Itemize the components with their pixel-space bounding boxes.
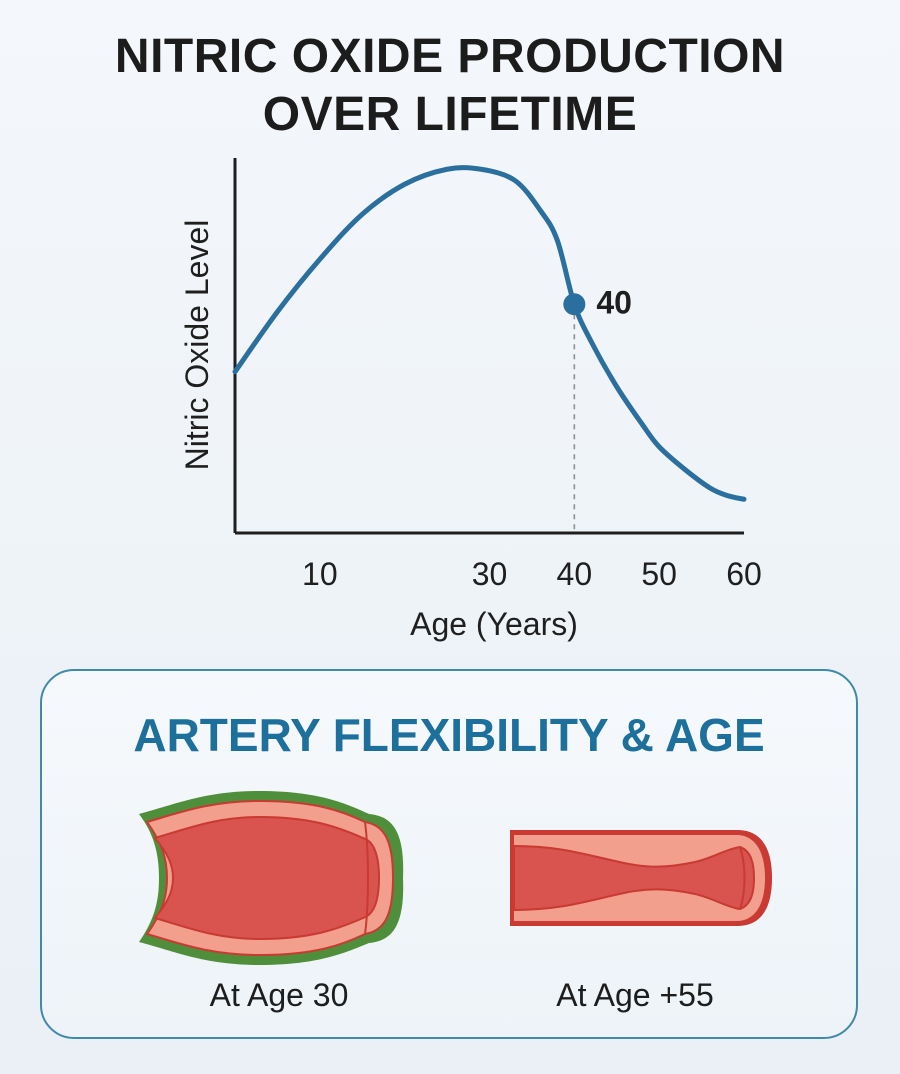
x-tick-label: 30 [472, 556, 508, 592]
artery-panel-title: ARTERY FLEXIBILITY & AGE [133, 709, 765, 761]
flexible-artery-illustration [139, 791, 404, 965]
x-tick-label: 50 [641, 556, 677, 592]
x-axis-ticks: 10 30 40 50 60 [302, 556, 762, 592]
artery-30-lumen [153, 815, 381, 941]
age-55-caption: At Age +55 [556, 977, 714, 1013]
artery-flexibility-panel: ARTERY FLEXIBILITY & AGE At Age 30 At Ag… [40, 669, 858, 1039]
chart-title-line-1: NITRIC OXIDE PRODUCTION [114, 30, 786, 83]
artery-55-opening-edge [739, 846, 746, 910]
x-tick-label: 60 [726, 556, 762, 592]
nitric-oxide-curve [232, 165, 747, 502]
artery-30-opening-edge [364, 821, 369, 935]
age-40-marker-label: 40 [596, 284, 632, 320]
x-tick-label: 10 [302, 556, 338, 592]
stiff-artery-illustration [510, 830, 772, 926]
nitric-oxide-line-chart: 40 10 30 40 50 60 Age (Years) Nitric Oxide L… [179, 158, 762, 642]
chart-title: NITRIC OXIDE PRODUCTION OVER LIFETIME [0, 28, 900, 144]
age-40-marker [563, 293, 586, 316]
x-tick-label: 40 [557, 556, 593, 592]
chart-title-line-2: OVER LIFETIME [262, 88, 638, 141]
artery-55-narrowed-lumen [513, 844, 756, 912]
x-axis-label: Age (Years) [410, 606, 578, 642]
y-axis-label: Nitric Oxide Level [179, 220, 215, 471]
age-30-caption: At Age 30 [209, 977, 349, 1013]
